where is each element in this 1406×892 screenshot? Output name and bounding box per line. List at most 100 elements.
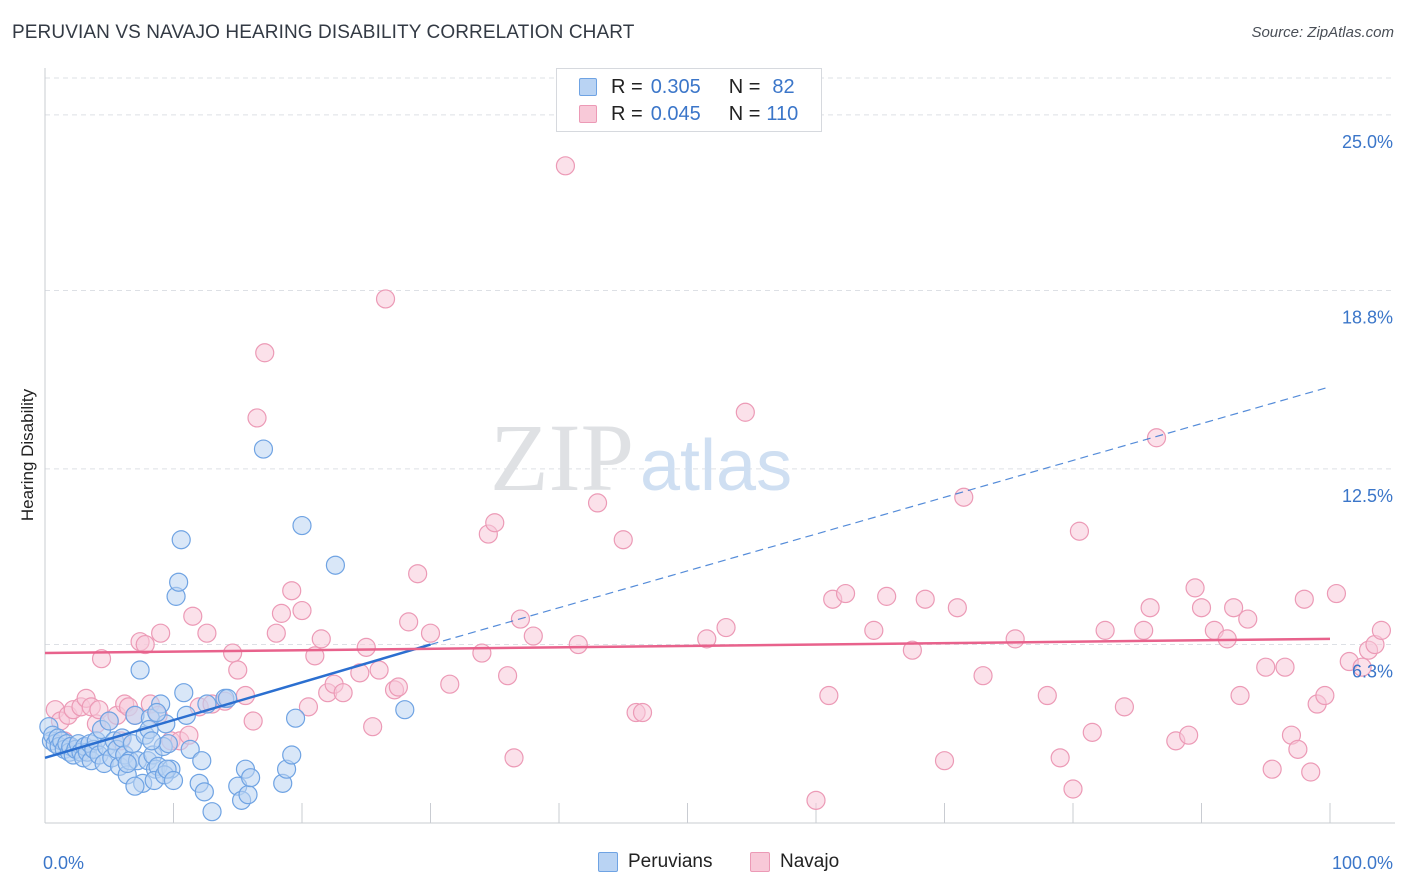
peruvians-point xyxy=(158,734,178,754)
navajo-point xyxy=(1005,629,1025,649)
navajo-point xyxy=(255,343,275,363)
navajo-point xyxy=(568,634,588,655)
peruvians-point xyxy=(163,770,184,791)
navajo-point xyxy=(1288,739,1308,759)
navajo-point xyxy=(356,637,376,657)
source-label: Source: ZipAtlas.com xyxy=(1251,24,1394,41)
navajo-point xyxy=(947,598,967,618)
peruvians-point xyxy=(174,683,194,703)
navajo-point xyxy=(1352,657,1372,677)
bottom-legend-peruvians: Peruvians xyxy=(598,851,713,873)
navajo-point xyxy=(1134,620,1154,640)
navajo-point xyxy=(375,289,396,309)
peruvians-point xyxy=(180,739,200,759)
navajo-point xyxy=(1114,697,1135,717)
navajo-point xyxy=(1191,598,1212,618)
navajo-point xyxy=(555,156,576,176)
watermark-atlas: atlas xyxy=(640,426,792,506)
chart-title: PERUVIAN VS NAVAJO HEARING DISABILITY CO… xyxy=(12,22,635,43)
navajo-point xyxy=(819,685,839,706)
navajo-point xyxy=(197,623,217,643)
bottom-legend-swatch-pink xyxy=(750,852,770,872)
x-tick-label: 100.0% xyxy=(1332,853,1393,873)
navajo-point xyxy=(523,626,543,646)
navajo-point xyxy=(934,751,955,771)
navajo-point xyxy=(399,612,419,632)
legend-r-value: 0.045 xyxy=(650,102,701,125)
navajo-point xyxy=(1230,685,1250,706)
navajo-point xyxy=(1371,620,1392,640)
legend-row-navajo: R = 0.045 N = 110 xyxy=(579,102,798,126)
legend-n-label: N = xyxy=(728,102,761,125)
peruvians-point xyxy=(395,700,415,720)
navajo-point xyxy=(1069,521,1090,541)
peruvians-point xyxy=(202,802,222,822)
navajo-point xyxy=(333,683,353,703)
peruvians-point xyxy=(285,708,306,728)
navajo-point xyxy=(247,408,267,428)
navajo-point xyxy=(311,629,331,649)
legend-n-value: 110 xyxy=(766,102,799,125)
peruvians-point xyxy=(325,555,346,575)
navajo-point xyxy=(1063,779,1083,799)
navajo-point xyxy=(408,564,428,584)
navajo-point xyxy=(183,606,203,626)
legend-swatch-blue xyxy=(579,78,597,96)
peruvians-point xyxy=(130,660,150,680)
navajo-point xyxy=(1224,598,1244,618)
navajo-point xyxy=(1238,609,1258,629)
navajo-point xyxy=(223,643,243,663)
correlation-legend: R = 0.305 N = 82 R = 0.045 N = 110 xyxy=(556,68,822,132)
peruvians-point xyxy=(253,439,274,459)
navajo-point xyxy=(363,717,383,737)
y-tick-label: 6.3% xyxy=(1352,662,1393,682)
legend-r-value: 0.305 xyxy=(650,75,701,98)
navajo-point xyxy=(298,697,319,717)
navajo-point xyxy=(835,583,856,604)
peruvians-point xyxy=(238,785,258,805)
navajo-point xyxy=(305,646,325,666)
navajo-point xyxy=(271,603,292,623)
navajo-points xyxy=(45,156,1392,810)
navajo-point xyxy=(877,586,897,606)
navajo-point xyxy=(697,629,717,649)
navajo-point xyxy=(485,513,505,533)
navajo-point xyxy=(902,640,922,660)
navajo-point xyxy=(282,581,302,601)
peruvians-point xyxy=(142,731,162,751)
gridlines xyxy=(45,77,1395,646)
navajo-point xyxy=(135,634,155,655)
bottom-legend-label: Peruvians xyxy=(628,851,713,872)
navajo-point xyxy=(1037,685,1057,706)
navajo-point xyxy=(151,623,171,643)
legend-r-label: R = xyxy=(611,75,643,98)
bottom-legend-swatch-blue xyxy=(598,852,618,872)
navajo-point xyxy=(1140,598,1160,618)
y-tick-label: 18.8% xyxy=(1342,307,1393,327)
navajo-point xyxy=(1294,589,1314,609)
navajo-point xyxy=(472,643,492,663)
navajo-point xyxy=(420,623,441,643)
navajo-point xyxy=(369,660,389,680)
axes xyxy=(44,68,1395,824)
navajo-point xyxy=(388,677,408,697)
trend-lines xyxy=(44,386,1331,760)
navajo-point xyxy=(1326,583,1347,604)
navajo-point xyxy=(1146,428,1167,448)
peruvians-point xyxy=(125,776,145,796)
legend-swatch-pink xyxy=(579,105,597,123)
navajo-point xyxy=(716,617,736,638)
peruvians-trend-line xyxy=(44,643,431,760)
legend-r-label: R = xyxy=(611,102,643,125)
navajo-trend-line xyxy=(44,637,1331,655)
navajo-point xyxy=(954,487,974,507)
navajo-point xyxy=(1262,759,1282,779)
legend-n-label: N = xyxy=(728,75,761,98)
peruvians-point xyxy=(192,751,212,771)
x-tick-label: 0.0% xyxy=(43,853,84,873)
navajo-point xyxy=(1256,657,1276,677)
navajo-point xyxy=(498,666,518,686)
y-tick-label: 25.0% xyxy=(1342,132,1393,152)
peruvians-point xyxy=(147,702,167,723)
navajo-point xyxy=(587,493,608,513)
